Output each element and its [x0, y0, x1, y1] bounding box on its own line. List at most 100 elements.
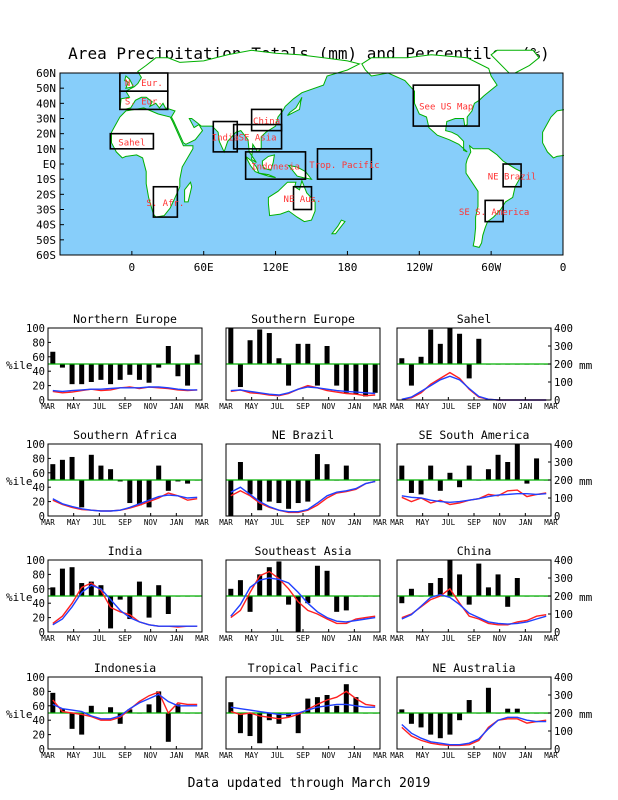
percentile-bar: [343, 684, 349, 713]
region-label: India: [212, 134, 239, 144]
normal-line: [230, 480, 376, 513]
month-label: JUL: [271, 402, 285, 411]
left-tick-label: 40: [32, 598, 45, 610]
month-label: SEP: [118, 402, 132, 411]
month-label: MAR: [544, 751, 558, 760]
region-label: NE Brazil: [488, 172, 537, 182]
percentile-bar: [50, 351, 56, 364]
region-label: S. Eur.: [125, 97, 163, 107]
region-box: [109, 132, 155, 150]
month-label: SEP: [296, 518, 310, 527]
percentile-bar: [305, 480, 311, 502]
percentile-bar: [334, 364, 340, 386]
percentile-bar: [428, 329, 434, 364]
month-label: SEP: [118, 634, 132, 643]
percentile-bar: [466, 700, 472, 713]
percentile-bar: [437, 480, 443, 491]
percentile-bar: [324, 570, 330, 596]
percentile-bar: [514, 578, 520, 596]
region-box: [244, 151, 307, 180]
right-axis-label: mm: [579, 475, 593, 488]
month-label: JAN: [348, 634, 362, 643]
month-label: NOV: [493, 402, 507, 411]
percentile-bar: [372, 364, 378, 393]
percentile-bar: [247, 713, 253, 737]
percentile-bar: [276, 358, 282, 364]
month-label: MAR: [219, 634, 233, 643]
region-label: SE S. America: [459, 208, 529, 218]
lat-label: 20N: [36, 128, 56, 141]
left-tick-label: 60: [32, 584, 45, 596]
world-map: 60N 50N 40N 30N 20N 10N EQ 10S 20S 30S 40S 50S 60S 0 6…: [36, 49, 618, 274]
percentile-bar: [514, 708, 520, 713]
left-tick-label: 40: [32, 482, 45, 494]
right-tick-label: 300: [554, 690, 573, 702]
percentile-bar: [117, 480, 123, 482]
month-label: MAR: [544, 402, 558, 411]
percentile-bar: [266, 333, 272, 364]
percentile-bar: [247, 596, 253, 612]
lon-label: 120W: [406, 261, 433, 274]
percentile-bar: [79, 713, 85, 735]
panel-title: SE South America: [419, 428, 530, 442]
month-label: NOV: [144, 402, 158, 411]
footer-text: Data updated through March 2019: [187, 776, 431, 791]
left-tick-label: 80: [32, 337, 45, 349]
month-label: SEP: [467, 402, 481, 411]
region-box: [292, 185, 313, 211]
percentile-bar: [286, 364, 292, 386]
percentile-bar: [108, 469, 114, 480]
month-label: MAR: [390, 518, 404, 527]
percentile-bar: [185, 364, 191, 386]
left-tick-label: 40: [32, 715, 45, 727]
percentile-bar: [79, 583, 85, 596]
percentile-bar: [257, 713, 263, 744]
month-label: MAY: [67, 634, 81, 643]
percentile-bar: [50, 587, 56, 596]
month-label: JAN: [348, 518, 362, 527]
month-label: JAN: [170, 634, 184, 643]
left-tick-label: 40: [32, 366, 45, 378]
panel-title: Indonesia: [94, 661, 156, 675]
right-tick-label: 400: [554, 323, 573, 335]
percentile-bar: [79, 364, 85, 385]
month-label: JUL: [93, 751, 107, 760]
panel-title: NE Brazil: [272, 428, 334, 442]
percentile-bar: [117, 596, 123, 600]
percentile-bar: [428, 465, 434, 480]
continent-japan: [287, 97, 303, 116]
percentile-bar: [437, 713, 443, 739]
percentile-bar: [437, 578, 443, 596]
right-tick-label: 400: [554, 555, 573, 567]
percentile-bar: [485, 469, 491, 480]
left-tick-label: 100: [26, 323, 45, 335]
percentile-bar: [69, 456, 75, 480]
region-box: [232, 123, 283, 150]
right-tick-label: 300: [554, 573, 573, 585]
observed-line: [401, 718, 547, 747]
month-label: JUL: [442, 634, 456, 643]
percentile-bar: [286, 596, 292, 605]
month-label: SEP: [296, 402, 310, 411]
lat-label: 60N: [36, 67, 56, 80]
month-label: SEP: [467, 751, 481, 760]
percentile-bar: [237, 713, 243, 734]
percentile-bar: [286, 480, 292, 509]
percentile-bar: [476, 338, 482, 364]
percentile-bar: [305, 343, 311, 364]
lon-label: 180: [337, 261, 357, 274]
percentile-bar: [353, 697, 359, 713]
lat-label: 40S: [36, 219, 56, 232]
percentile-bar: [98, 364, 104, 380]
percentile-bar: [505, 708, 511, 713]
percentile-bar: [69, 713, 75, 729]
month-label: MAY: [416, 518, 430, 527]
percentile-bar: [343, 465, 349, 480]
month-label: NOV: [322, 634, 336, 643]
lat-label: 40N: [36, 97, 56, 110]
percentile-bar: [228, 588, 234, 596]
percentile-bar: [127, 364, 133, 375]
percentile-bar: [127, 709, 133, 713]
